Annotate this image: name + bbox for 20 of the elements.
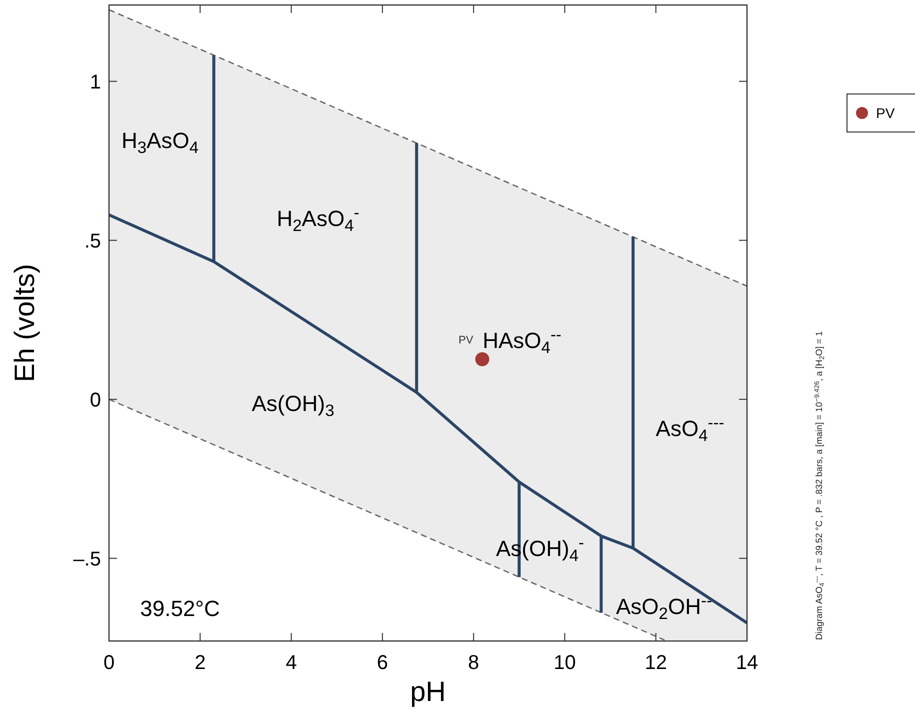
text: PV — [458, 334, 474, 346]
x-tick-label: 14 — [736, 652, 758, 674]
y-axis-title: Eh (volts) — [9, 264, 40, 382]
legend-label: PV — [876, 105, 896, 121]
y-tick-label: 0 — [90, 389, 101, 412]
annotation: H$_{3}$AsO$_{4}$ — [121, 128, 199, 158]
y-tick-label: .5 — [84, 230, 101, 252]
x-axis-title: pH — [410, 676, 446, 707]
x-tick-label: 6 — [376, 652, 388, 674]
x-tick-label: 4 — [286, 652, 297, 674]
x-tick-label: 2 — [194, 652, 206, 674]
y-tick-label: 1 — [90, 71, 101, 94]
x-tick-label: 8 — [468, 652, 480, 674]
annotation: AsO$_{2}$OH$^{--}$ — [616, 592, 712, 624]
x-tick-label: 10 — [554, 652, 576, 674]
x-tick-label: 0 — [103, 652, 115, 674]
annotation: 39.52°C — [140, 596, 220, 621]
annotation: As(OH)$_{3}$ — [252, 391, 334, 420]
y-tick-label: –.5 — [73, 548, 101, 570]
x-tick-label: 12 — [644, 652, 667, 674]
